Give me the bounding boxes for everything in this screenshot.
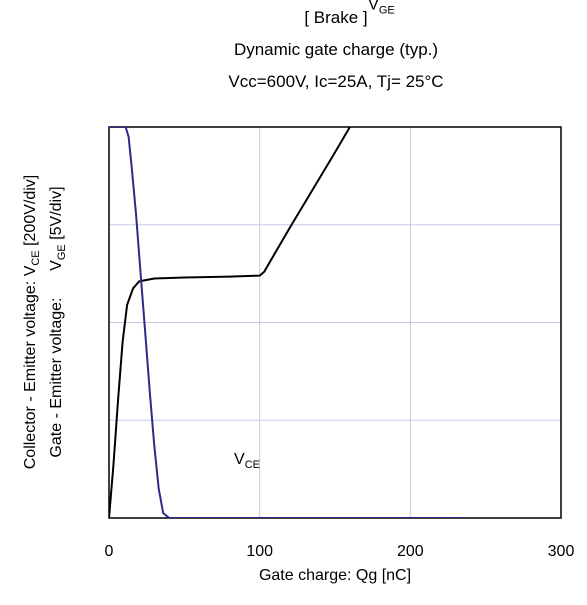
vge-series-label: VGE (368, 0, 395, 17)
x-tick-label: 200 (397, 543, 424, 560)
x-tick-label: 0 (105, 543, 114, 560)
chart-conditions: Vcc=600V, Ic=25A, Tj= 25°C (228, 72, 444, 91)
svg-text:Collector - Emitter voltage: V: Collector - Emitter voltage: VCE [200V/d… (22, 175, 42, 470)
chart-subtitle: Dynamic gate charge (typ.) (233, 40, 439, 59)
svg-text:Gate - Emitter voltage: V: Gate - Emitter voltage: VGE [5V/div] (48, 186, 68, 457)
grid (109, 127, 561, 518)
y-axis-label-line2: Gate - Emitter voltage: VGE [5V/div] (48, 186, 68, 457)
x-axis-label: Gate charge: Qg [nC] (259, 567, 411, 584)
x-ticks: 0 100 200 300 (105, 543, 575, 560)
vce-series-label: VCE (234, 451, 260, 471)
x-tick-label: 300 (548, 543, 575, 560)
y-axis-label-line1: Collector - Emitter voltage: VCE [200V/d… (22, 175, 42, 470)
series-line-vce (109, 127, 464, 518)
x-tick-label: 100 (246, 543, 273, 560)
series-line-vge (109, 127, 352, 518)
series-layer (109, 127, 464, 518)
chart-title: [ Brake ] (304, 8, 368, 27)
